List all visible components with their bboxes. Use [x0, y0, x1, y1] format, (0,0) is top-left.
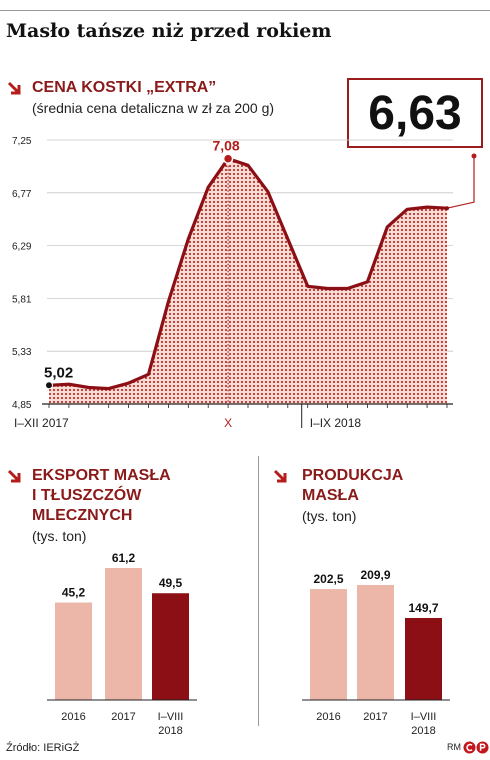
export-title-line-2: I TŁUSZCZÓW	[32, 487, 142, 504]
peak-point-marker	[222, 153, 234, 164]
section-divider	[258, 456, 259, 726]
production-title-line-1: PRODUKCJA	[302, 467, 404, 484]
price-chart-title: CENA KOSTKI „EXTRA”	[32, 79, 217, 96]
export-category-label: I–VIII 2018	[158, 711, 184, 737]
x-label-2018: I–IX 2018	[310, 416, 362, 430]
credit-area: RM	[447, 741, 489, 754]
production-bar	[357, 585, 394, 700]
export-value-label: 49,5	[159, 576, 183, 590]
page-title: Masło tańsze niż przed rokiem	[6, 20, 332, 42]
production-chart-unit: (tys. ton)	[302, 508, 357, 524]
cp-logo-icon	[463, 741, 489, 754]
arrow-down-right-icon	[273, 469, 287, 483]
y-tick-label: 5,81	[12, 294, 32, 305]
arrow-down-right-icon	[7, 469, 21, 483]
production-category-line: I–VIII	[411, 711, 437, 723]
production-category-label: 2016	[316, 711, 340, 723]
export-bar	[152, 593, 189, 700]
y-tick-label: 4,85	[12, 400, 32, 411]
x-label-2017: I–XII 2017	[14, 416, 69, 430]
production-bar	[310, 589, 347, 700]
production-value-label: 202,5	[313, 572, 343, 586]
x-label-october: X	[224, 416, 232, 430]
export-title-line-3: MLECZNYCH	[32, 507, 133, 524]
production-category-label: 2017	[363, 711, 387, 723]
export-bar	[55, 602, 92, 700]
y-tick-label: 6,77	[12, 189, 32, 200]
source-note: Źródło: IERiGŻ	[6, 742, 80, 754]
production-category-line: 2018	[411, 725, 435, 737]
callout-connector	[446, 156, 475, 209]
price-area	[49, 158, 447, 404]
export-bar	[105, 568, 142, 700]
y-tick-label: 6,29	[12, 242, 32, 253]
production-title-line-2: MASŁA	[302, 487, 359, 504]
production-value-label: 149,7	[408, 601, 438, 615]
arrow-down-right-icon	[7, 81, 21, 95]
start-point-marker	[45, 381, 53, 390]
top-rule	[0, 10, 490, 11]
export-chart-title: EKSPORT MASŁA I TŁUSZCZÓW MLECZNYCH	[32, 466, 171, 526]
last-point-marker	[445, 206, 449, 211]
export-category-label: 2017	[111, 711, 135, 723]
export-category-label: 2016	[61, 711, 85, 723]
callout-connector-dot	[471, 153, 477, 159]
export-title-line-1: EKSPORT MASŁA	[32, 467, 171, 484]
export-category-line: I–VIII	[158, 711, 184, 723]
y-tick-label: 5,33	[12, 347, 32, 358]
price-line	[48, 157, 448, 391]
production-chart-title: PRODUKCJA MASŁA	[302, 466, 403, 506]
export-chart-unit: (tys. ton)	[32, 528, 87, 544]
y-tick-label: 7,25	[12, 136, 32, 147]
export-value-label: 61,2	[112, 551, 136, 565]
current-price-callout: 6,63	[347, 78, 483, 148]
peak-value-label: 7,08	[212, 138, 239, 154]
production-bar	[405, 617, 442, 700]
credit-initials: RM	[447, 742, 461, 752]
production-category-label: I–VIII 2018	[411, 711, 437, 737]
export-category-line: 2018	[158, 725, 182, 737]
start-value-label: 5,02	[44, 364, 73, 381]
export-value-label: 45,2	[62, 586, 86, 600]
price-chart-subtitle: (średnia cena detaliczna w zł za 200 g)	[32, 100, 275, 116]
production-value-label: 209,9	[360, 568, 390, 582]
